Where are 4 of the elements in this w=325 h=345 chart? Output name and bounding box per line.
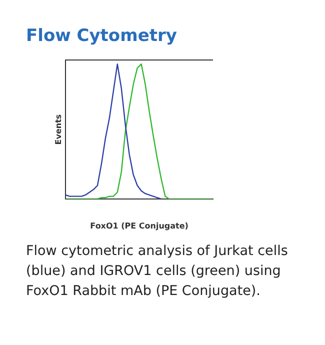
chart-title: Flow Cytometry bbox=[26, 26, 177, 46]
x-axis-title: FoxO1 (PE Conjugate) bbox=[90, 221, 188, 230]
text: Flow cytometric analysis of Jurkat cells (blue) and IGROV1 cells (green) using FoxO1 Rabbit mAb (PE Conjugate). bbox=[26, 242, 289, 301]
y-axis-title: Events bbox=[54, 114, 63, 145]
